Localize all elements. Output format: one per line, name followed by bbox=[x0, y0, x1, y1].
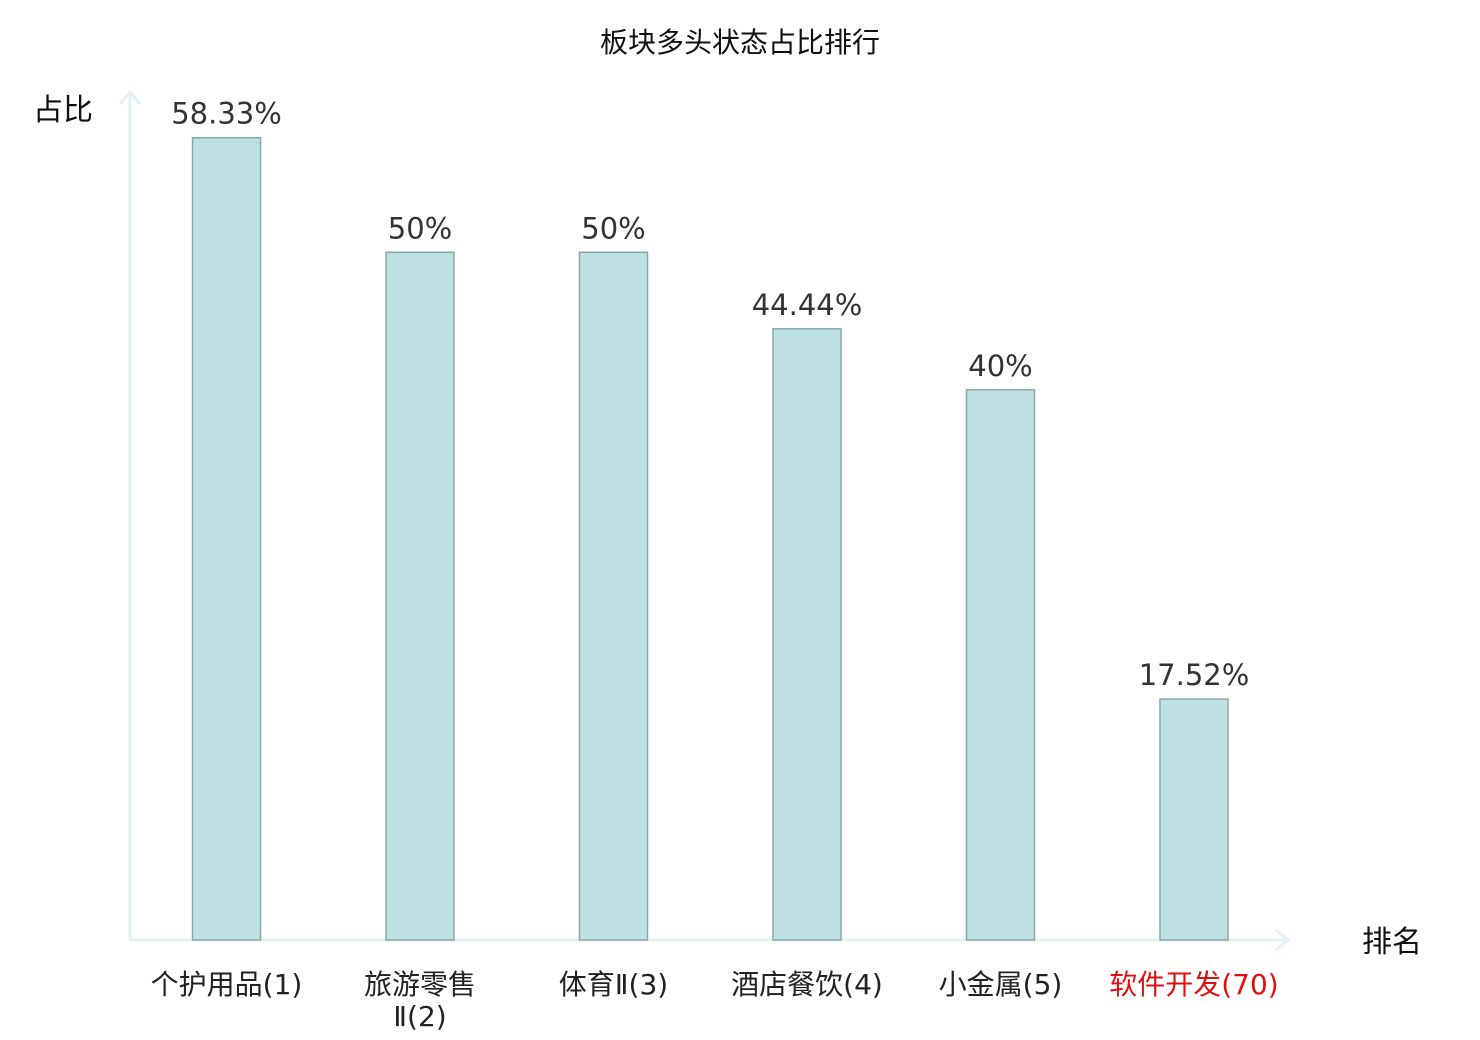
bar-6 bbox=[1159, 698, 1229, 941]
y-axis-arrow bbox=[118, 89, 142, 105]
category-label-3: 体育Ⅱ(3) bbox=[559, 968, 668, 1001]
category-label-5: 小金属(5) bbox=[939, 968, 1063, 1001]
value-label-5: 40% bbox=[968, 349, 1032, 383]
bar-1 bbox=[191, 136, 262, 941]
value-label-3: 50% bbox=[581, 211, 645, 245]
category-label-2-line-2: Ⅱ(2) bbox=[393, 1000, 446, 1033]
category-label-2-line-1: 旅游零售 bbox=[364, 968, 476, 1001]
value-label-6: 17.52% bbox=[1139, 658, 1250, 692]
bar-2 bbox=[385, 251, 455, 941]
value-label-4: 44.44% bbox=[752, 288, 863, 322]
bars bbox=[191, 136, 1229, 941]
category-label-3-line-1: 体育Ⅱ(3) bbox=[559, 968, 668, 1001]
y-axis-label: 占比 bbox=[33, 93, 93, 128]
bar-3 bbox=[578, 251, 649, 941]
value-label-2: 50% bbox=[388, 211, 452, 245]
chart-title: 板块多头状态占比排行 bbox=[600, 26, 880, 59]
category-label-2: 旅游零售 Ⅱ(2) bbox=[364, 968, 476, 1033]
category-label-1: 个护用品(1) bbox=[151, 968, 303, 1001]
x-axis-label: 排名 bbox=[1362, 925, 1422, 960]
category-label-4-line-1: 酒店餐饮(4) bbox=[731, 968, 883, 1001]
category-label-4: 酒店餐饮(4) bbox=[731, 968, 883, 1001]
bar-4 bbox=[772, 328, 842, 941]
category-label-6: 软件开发(70) bbox=[1109, 968, 1278, 1001]
category-label-5-line-1: 小金属(5) bbox=[939, 968, 1063, 1001]
category-label-1-line-1: 个护用品(1) bbox=[151, 968, 303, 1001]
axes bbox=[118, 89, 1291, 952]
bar-5 bbox=[965, 389, 1036, 941]
category-label-6-line-1: 软件开发(70) bbox=[1109, 968, 1278, 1001]
value-label-1: 58.33% bbox=[171, 97, 282, 131]
value-labels: 58.33% 50% 50% 44.44% 40% 17.52% bbox=[171, 97, 1249, 692]
x-axis-arrow bbox=[1275, 928, 1291, 952]
category-labels: 个护用品(1) 旅游零售 Ⅱ(2) 体育Ⅱ(3) 酒店餐饮(4) 小金属(5) 软件开发(7… bbox=[151, 968, 1279, 1033]
